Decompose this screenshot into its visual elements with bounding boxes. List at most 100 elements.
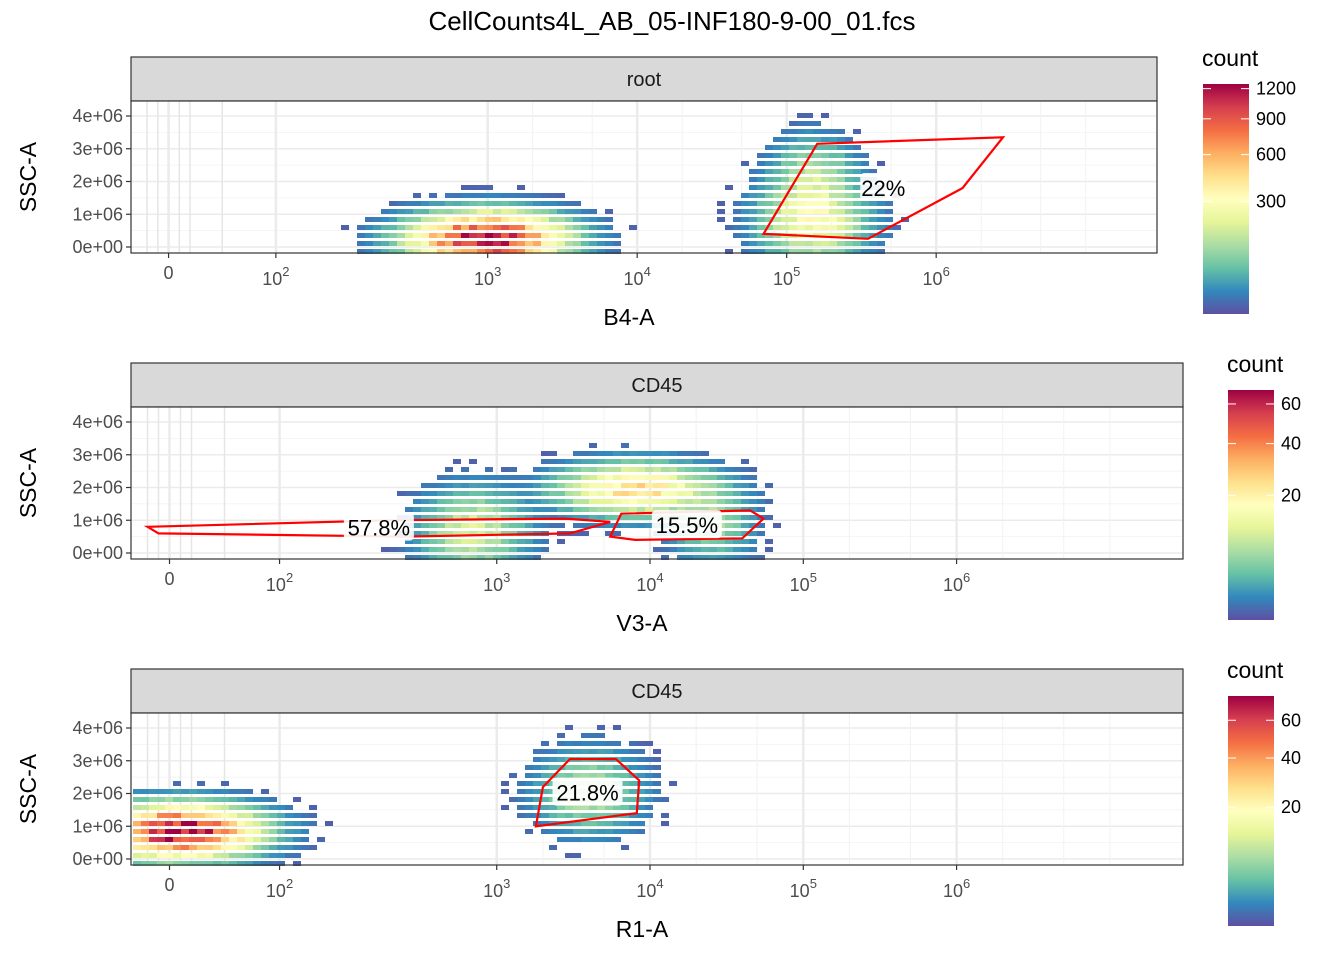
- density-bin: [485, 483, 493, 488]
- density-bin: [453, 475, 461, 480]
- density-bin: [597, 829, 605, 834]
- density-bin: [837, 217, 845, 222]
- density-bin: [717, 499, 725, 504]
- density-bin: [581, 515, 589, 520]
- density-bin: [637, 813, 645, 818]
- density-bin: [213, 845, 221, 850]
- density-bin: [517, 241, 525, 246]
- density-bin: [517, 185, 525, 190]
- density-bin: [469, 241, 477, 246]
- density-bin: [445, 475, 453, 480]
- density-bin: [541, 757, 549, 762]
- density-bin: [669, 451, 677, 456]
- density-bin: [589, 523, 597, 528]
- density-bin: [533, 225, 541, 230]
- density-bin: [453, 201, 461, 206]
- density-bin: [581, 531, 589, 536]
- density-bin: [845, 169, 853, 174]
- density-bin: [613, 507, 621, 512]
- density-bin: [789, 161, 797, 166]
- color-legend: count 60 40 20: [1227, 657, 1301, 926]
- density-bin: [509, 547, 517, 552]
- density-bin: [565, 483, 573, 488]
- density-bin: [581, 805, 589, 810]
- panel-1: root 22% 0e+00 1e+06 2e+06 3e+06 4e+06 0 102 103 1…: [15, 45, 1296, 330]
- density-bin: [533, 765, 541, 770]
- density-bin: [725, 185, 733, 190]
- density-bin: [629, 797, 637, 802]
- density-bin: [501, 781, 509, 786]
- density-bin: [285, 813, 293, 818]
- y-tick-label: 0e+00: [72, 543, 123, 563]
- density-bin: [245, 805, 253, 810]
- density-bin: [653, 483, 661, 488]
- density-bin: [477, 193, 485, 198]
- density-bin: [477, 507, 485, 512]
- density-bin: [733, 547, 741, 552]
- density-bin: [189, 813, 197, 818]
- density-bin: [669, 475, 677, 480]
- x-tick-label: 105: [773, 264, 800, 289]
- density-bin: [725, 475, 733, 480]
- density-bin: [549, 475, 557, 480]
- density-bin: [701, 475, 709, 480]
- density-bin: [813, 137, 821, 142]
- density-bin: [597, 821, 605, 826]
- panel-border: [130, 406, 1184, 560]
- density-bin: [197, 789, 205, 794]
- density-bin: [429, 483, 437, 488]
- density-bin: [557, 733, 565, 738]
- density-bin: [597, 233, 605, 238]
- density-bin: [509, 249, 517, 254]
- y-tick-label: 3e+06: [72, 139, 123, 159]
- density-bin: [469, 225, 477, 230]
- density-bin: [221, 781, 229, 786]
- density-bin: [677, 507, 685, 512]
- density-bin: [221, 797, 229, 802]
- density-bin: [149, 813, 157, 818]
- density-bin: [741, 475, 749, 480]
- y-tick-label: 2e+06: [72, 784, 123, 804]
- density-bin: [629, 821, 637, 826]
- density-bin: [445, 491, 453, 496]
- density-bin: [341, 225, 349, 230]
- density-bin: [541, 241, 549, 246]
- density-bin: [469, 193, 477, 198]
- legend-label: 600: [1256, 145, 1286, 165]
- density-bin: [829, 209, 837, 214]
- density-bin: [565, 829, 573, 834]
- gridlines: [131, 101, 1157, 253]
- density-bin: [781, 201, 789, 206]
- gate-polygon: [534, 757, 641, 828]
- density-bin: [861, 169, 869, 174]
- density-bin: [717, 507, 725, 512]
- density-bin: [133, 845, 141, 850]
- density-bin: [701, 547, 709, 552]
- density-bin: [501, 531, 509, 536]
- density-bin: [485, 241, 493, 246]
- density-bin: [637, 829, 645, 834]
- density-bin: [469, 555, 477, 560]
- density-bin: [773, 185, 781, 190]
- density-bin: [469, 459, 477, 464]
- density-bin: [485, 467, 493, 472]
- density-bin: [781, 249, 789, 254]
- density-bin: [269, 813, 277, 818]
- density-bin: [565, 241, 573, 246]
- facet-strip-label: CD45: [631, 375, 682, 397]
- density-bin: [605, 209, 613, 214]
- density-bin: [493, 201, 501, 206]
- density-bin: [749, 555, 757, 560]
- density-bin: [485, 217, 493, 222]
- density-bin: [741, 539, 749, 544]
- density-bin: [717, 547, 725, 552]
- density-bin: [477, 499, 485, 504]
- y-tick-label: 3e+06: [72, 751, 123, 771]
- density-bin: [445, 217, 453, 222]
- density-bin: [573, 805, 581, 810]
- density-bin: [805, 129, 813, 134]
- density-bin: [245, 821, 253, 826]
- density-bin: [517, 209, 525, 214]
- density-bin: [757, 499, 765, 504]
- x-axis-title: V3-A: [616, 610, 668, 636]
